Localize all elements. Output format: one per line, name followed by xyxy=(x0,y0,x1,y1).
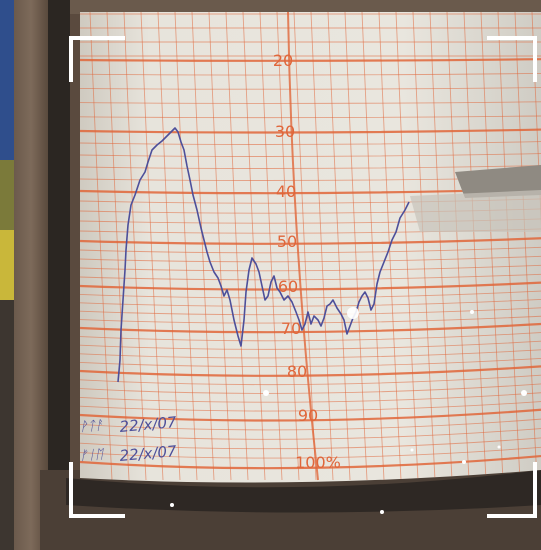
grid-line xyxy=(80,290,541,299)
grid-line xyxy=(395,12,419,481)
light-reflections xyxy=(170,307,527,514)
chart-paper xyxy=(80,12,541,483)
grid-line xyxy=(429,12,453,481)
grid-line xyxy=(80,72,541,76)
grid-line xyxy=(80,446,541,459)
grid-line xyxy=(80,437,541,450)
grid-line xyxy=(140,12,164,481)
chart-scale-labels: 20 30 40 50 60 70 80 90 100% xyxy=(273,51,341,472)
svg-text:ᚠᛁᛖ: ᚠᛁᛖ xyxy=(79,447,105,464)
scale-label-60: 60 xyxy=(278,277,298,296)
scale-label-20: 20 xyxy=(273,51,293,70)
grid-line xyxy=(80,115,541,119)
grid-line xyxy=(106,12,130,481)
grid-line xyxy=(174,12,198,481)
grid-line xyxy=(208,12,232,481)
scale-label-70: 70 xyxy=(281,319,301,338)
grid-line xyxy=(480,12,504,481)
grid-line xyxy=(293,12,317,481)
handwritten-date-1: 22/x/07 xyxy=(119,413,178,436)
svg-text:ᚹᛏᚨ: ᚹᛏᚨ xyxy=(79,418,104,435)
grid-line xyxy=(80,165,541,169)
grid-line xyxy=(259,12,283,481)
grid-line xyxy=(225,12,249,481)
grid-line xyxy=(310,12,334,481)
grid-line xyxy=(463,12,487,481)
grid-line xyxy=(191,12,215,481)
chart-grid xyxy=(80,12,541,481)
grid-line xyxy=(80,101,541,104)
grid-line xyxy=(89,12,113,481)
grid-line xyxy=(80,418,541,431)
grid-line xyxy=(80,322,541,334)
grid-line xyxy=(80,153,541,157)
grid-line xyxy=(287,12,319,481)
grid-line xyxy=(80,408,541,422)
grid-line xyxy=(242,12,266,481)
grid-line xyxy=(80,237,541,245)
grid-line xyxy=(80,87,541,90)
grid-line xyxy=(276,12,300,481)
scale-label-40: 40 xyxy=(276,182,296,201)
grid-line xyxy=(80,281,541,291)
grid-line xyxy=(80,401,541,412)
grid-line xyxy=(80,27,541,29)
grid-line xyxy=(327,12,351,481)
grid-line xyxy=(80,374,541,386)
scale-label-100: 100% xyxy=(295,453,341,472)
scale-label-80: 80 xyxy=(287,362,307,381)
grid-line xyxy=(80,141,541,145)
pen-arm xyxy=(410,165,541,232)
grid-line xyxy=(497,12,521,481)
grid-line xyxy=(80,58,541,62)
grid-line xyxy=(80,428,541,440)
grid-line xyxy=(514,12,538,481)
handwritten-notes: ᚹᛏᚨ 22/x/07 ᚠᛁᛖ 22/x/07 xyxy=(79,413,178,465)
grid-line xyxy=(157,12,181,481)
grid-line xyxy=(412,12,436,481)
grid-line xyxy=(80,55,541,57)
grid-line xyxy=(446,12,470,481)
viewfinder-brackets xyxy=(69,36,537,518)
grid-line xyxy=(80,454,541,470)
grid-line xyxy=(80,383,541,394)
grid-line xyxy=(80,392,541,403)
grid-line xyxy=(80,41,541,43)
scale-label-50: 50 xyxy=(277,232,297,251)
grid-line xyxy=(80,298,541,307)
instrument-housing xyxy=(14,0,541,550)
grid-line xyxy=(344,12,368,481)
grid-line xyxy=(80,128,541,134)
grid-line xyxy=(80,13,541,15)
grid-line xyxy=(361,12,385,481)
scale-label-30: 30 xyxy=(275,122,295,141)
grid-line xyxy=(123,12,147,481)
handwritten-date-2: 22/x/07 xyxy=(119,442,178,465)
grid-line xyxy=(80,246,541,254)
grid-line xyxy=(80,307,541,316)
scale-label-90: 90 xyxy=(298,406,318,425)
